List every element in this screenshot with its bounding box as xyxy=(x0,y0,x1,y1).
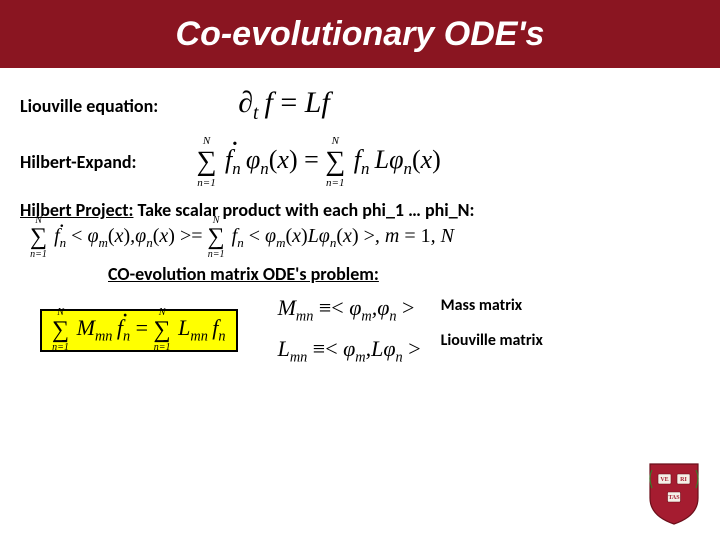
liouville-equation: ∂t f = Lf xyxy=(238,86,330,125)
hilbert-expand-label: Hilbert-Expand: xyxy=(20,151,137,173)
hilbert-project-label: Hilbert Project: Take scalar product wit… xyxy=(20,199,700,221)
harvard-crest-icon: VE RI TAS xyxy=(646,460,702,526)
hilbert-expand-row: Hilbert-Expand: N∑n=1 fn φn(x) = N∑n=1 f… xyxy=(20,145,700,179)
liouville-row: Liouville equation: ∂t f = Lf xyxy=(20,86,700,125)
slide-title: Co-evolutionary ODE's xyxy=(176,15,545,54)
content-area: Liouville equation: ∂t f = Lf Hilbert-Ex… xyxy=(0,68,720,366)
hilbert-expand-equation: N∑n=1 fn φn(x) = N∑n=1 fn Lφn(x) xyxy=(197,145,441,179)
svg-text:RI: RI xyxy=(680,477,687,483)
liouville-matrix-def: Lmn ≡< φm,Lφn > xyxy=(278,336,421,366)
co-evolution-label: CO-evolution matrix ODE's problem: xyxy=(108,263,379,285)
co-evolution-row: CO-evolution matrix ODE's problem: xyxy=(108,263,700,285)
definition-labels: Mass matrix Liouville matrix xyxy=(441,296,543,366)
mass-matrix-def: Mmn ≡< φm,φn > xyxy=(278,295,421,325)
projected-equation: N∑n=1 fn < φm(x),φn(x) >= N∑n=1 fn < φm(… xyxy=(30,225,700,251)
liouville-label: Liouville equation: xyxy=(20,95,158,117)
hilbert-project-row: Hilbert Project: Take scalar product wit… xyxy=(20,199,700,251)
ode-system-box: N∑n=1 Mmn fn = N∑n=1 Lmn fn xyxy=(40,309,238,351)
bottom-row: N∑n=1 Mmn fn = N∑n=1 Lmn fn Mmn ≡< φm,φn… xyxy=(40,295,700,366)
svg-text:TAS: TAS xyxy=(668,495,680,501)
svg-text:VE: VE xyxy=(660,477,668,483)
definitions: Mmn ≡< φm,φn > Lmn ≡< φm,Lφn > xyxy=(278,295,421,366)
liouville-matrix-label: Liouville matrix xyxy=(441,331,543,350)
mass-matrix-label: Mass matrix xyxy=(441,296,543,315)
title-bar: Co-evolutionary ODE's xyxy=(0,0,720,68)
